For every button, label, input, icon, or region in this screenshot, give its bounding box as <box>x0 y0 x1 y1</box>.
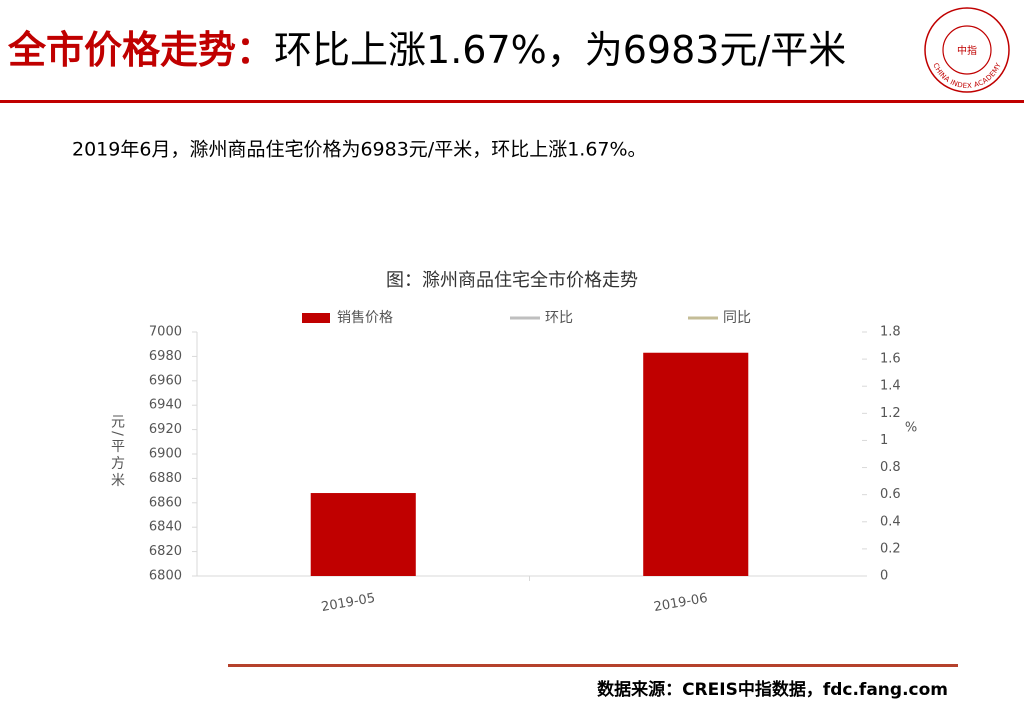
y2-tick-label: 1.8 <box>880 325 901 340</box>
chart-title: 图：滁州商品住宅全市价格走势 <box>386 270 638 291</box>
y-tick-label: 6800 <box>149 569 182 584</box>
slide-title: 全市价格走势：环比上涨1.67%，为6983元/平米 <box>7 28 846 72</box>
y2-tick-label: 0.6 <box>880 487 901 502</box>
x-tick-label: 2019-06 <box>653 591 709 615</box>
title-lead: 全市价格走势： <box>7 28 274 72</box>
y-tick-label: 6940 <box>149 398 182 413</box>
summary: 2019年6月，滁州商品住宅价格为6983元/平米，环比上涨1.67%。 <box>72 139 647 161</box>
legend-label: 同比 <box>723 310 751 326</box>
y-tick-label: 6980 <box>149 349 182 364</box>
y-axis-label: 元/平方米 <box>109 414 125 490</box>
x-tick-label: 2019-05 <box>320 591 376 615</box>
logo-text-path: CHINA INDEX ACADEMY <box>931 61 1003 90</box>
title-rest: 环比上涨1.67%，为6983元/平米 <box>274 28 846 72</box>
y2-tick-label: 1.2 <box>880 406 901 421</box>
logo-inner <box>942 25 992 75</box>
y2-tick-label: 0.2 <box>880 541 901 556</box>
y-tick-label: 6960 <box>149 373 182 388</box>
y-tick-label: 6900 <box>149 447 182 462</box>
y2-tick-label: 0.8 <box>880 460 901 475</box>
logo-center: 中指 <box>957 44 977 57</box>
bar <box>643 352 749 576</box>
y-tick-label: 6880 <box>149 471 182 486</box>
y-tick-label: 7000 <box>149 325 182 340</box>
bar <box>310 493 416 576</box>
y-tick-label: 6840 <box>149 520 182 535</box>
logo-text: CHINA INDEX ACADEMY <box>931 61 1003 90</box>
y2-tick-label: 0.4 <box>880 514 901 529</box>
y-tick-label: 6920 <box>149 422 182 437</box>
y2-tick-label: 1.6 <box>880 352 901 367</box>
source: 数据来源：CREIS中指数据，fdc.fang.com <box>597 679 948 700</box>
y2-tick-label: 0 <box>880 569 888 584</box>
legend-label: 环比 <box>545 310 573 326</box>
title-rule <box>0 100 1024 103</box>
legend-swatch <box>302 313 330 323</box>
legend-label: 销售价格 <box>337 310 393 326</box>
logo: CHINA INDEX ACADEMY 中指 <box>924 7 1010 93</box>
y2-axis-label: % <box>905 421 917 436</box>
y-tick-label: 6860 <box>149 495 182 510</box>
logo-ring <box>924 7 1010 93</box>
y2-tick-label: 1.4 <box>880 379 901 394</box>
footer-rule <box>228 664 958 667</box>
y-tick-label: 6820 <box>149 544 182 559</box>
y2-tick-label: 1 <box>880 433 888 448</box>
